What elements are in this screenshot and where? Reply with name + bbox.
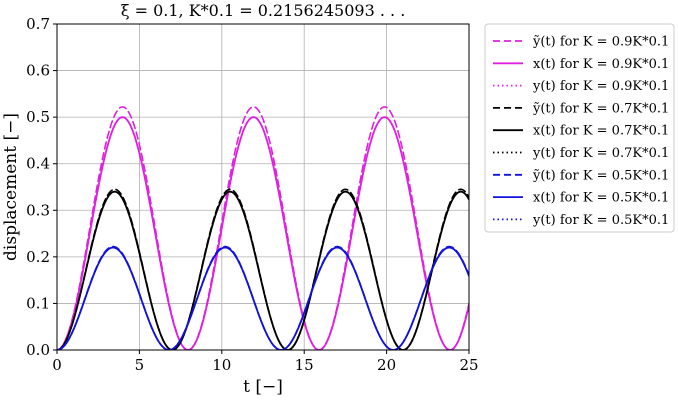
legend-label: x(t) for K = 0.5K*0.1 bbox=[533, 191, 669, 206]
y-tick-label: 0.3 bbox=[26, 201, 50, 219]
x-axis-label: t [−] bbox=[243, 377, 283, 397]
axis-ticks: 0 5 10 15 20 25 0.0 0.1 0.2 0.3 0.4 0.5 0.6 0.7 bbox=[26, 15, 478, 374]
legend-frame bbox=[484, 23, 675, 233]
y-tick-label: 0.6 bbox=[26, 62, 50, 80]
x-tick-label: 25 bbox=[459, 356, 478, 374]
x-tick-label: 15 bbox=[295, 356, 314, 374]
legend-label: ỹ(t) for K = 0.9K*0.1 bbox=[532, 35, 669, 50]
x-tick-label: 10 bbox=[212, 356, 231, 374]
x-tick-label: 0 bbox=[52, 356, 62, 374]
chart-title: ξ = 0.1, K*0.1 = 0.2156245093 . . . bbox=[121, 1, 406, 20]
legend-label: ỹ(t) for K = 0.5K*0.1 bbox=[532, 168, 669, 183]
legend-label: ỹ(t) for K = 0.7K*0.1 bbox=[532, 101, 669, 116]
series-line-1 bbox=[57, 106, 469, 350]
series-line-3 bbox=[57, 116, 469, 350]
x-tick-label: 20 bbox=[377, 356, 396, 374]
y-axis-label: displacement [−] bbox=[1, 113, 21, 261]
y-tick-label: 0.5 bbox=[26, 108, 50, 126]
series-line-8 bbox=[57, 246, 469, 350]
y-tick-label: 0.0 bbox=[26, 341, 50, 359]
series-line-2 bbox=[57, 116, 469, 350]
x-tick-label: 5 bbox=[135, 356, 145, 374]
y-tick-label: 0.7 bbox=[26, 15, 50, 33]
series-line-9 bbox=[57, 246, 469, 350]
series-line-6 bbox=[57, 190, 469, 350]
y-tick-label: 0.1 bbox=[26, 294, 50, 312]
y-tick-label: 0.2 bbox=[26, 248, 50, 266]
legend-label: y(t) for K = 0.5K*0.1 bbox=[532, 213, 669, 228]
legend-label: y(t) for K = 0.7K*0.1 bbox=[532, 146, 669, 161]
y-tick-label: 0.4 bbox=[26, 155, 50, 173]
legend: ỹ(t) for K = 0.9K*0.1 x(t) for K = 0.9K*0… bbox=[484, 23, 675, 233]
plot-area bbox=[57, 106, 469, 350]
legend-label: x(t) for K = 0.9K*0.1 bbox=[533, 57, 669, 72]
plot-frame bbox=[56, 23, 470, 351]
legend-label: x(t) for K = 0.7K*0.1 bbox=[533, 124, 669, 139]
legend-label: y(t) for K = 0.9K*0.1 bbox=[532, 79, 669, 94]
grid bbox=[56, 23, 470, 351]
